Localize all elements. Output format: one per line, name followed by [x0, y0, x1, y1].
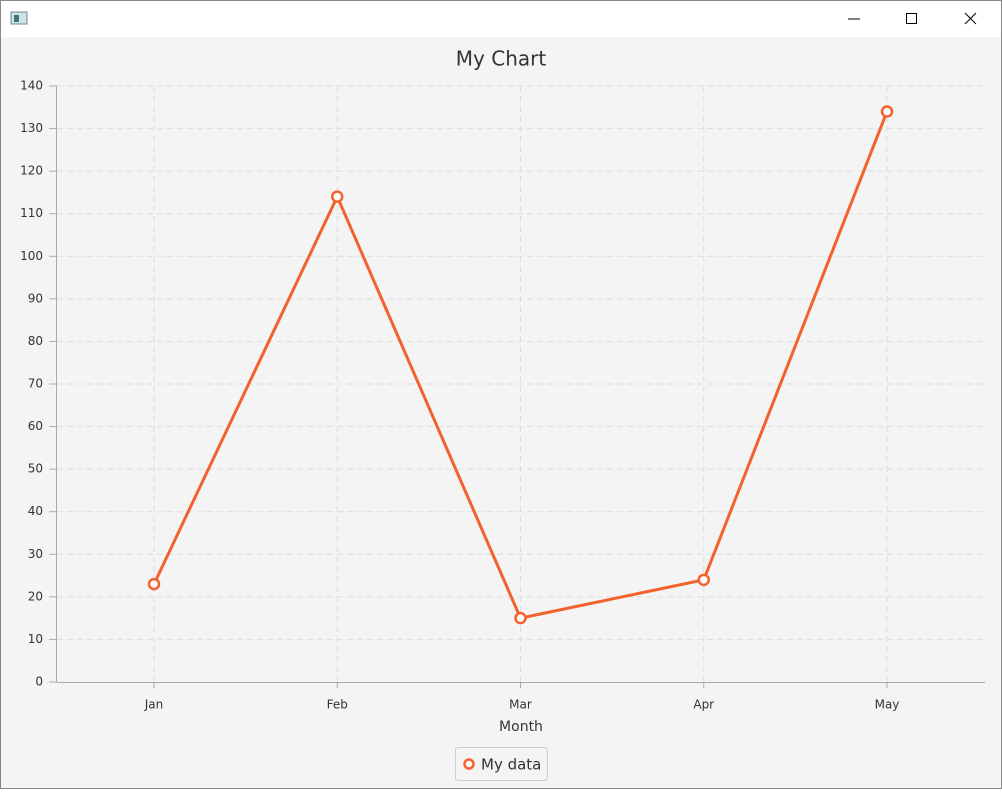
title-bar [1, 1, 1001, 37]
y-tick-label: 30 [28, 547, 43, 561]
x-tick-label: Feb [327, 698, 348, 712]
legend-box [455, 747, 548, 781]
x-tick-label: Mar [509, 698, 532, 712]
app-icon [10, 11, 28, 25]
data-point [880, 105, 894, 118]
x-tick-label: Apr [693, 698, 714, 712]
y-tick-label: 110 [20, 206, 43, 220]
legend-symbol [463, 758, 475, 770]
data-point [697, 573, 710, 587]
y-tick-label: 130 [20, 121, 43, 135]
y-tick-label: 20 [28, 589, 43, 603]
maximize-button[interactable] [906, 13, 917, 24]
y-tick-label: 100 [20, 249, 43, 263]
y-tick-label: 40 [28, 504, 43, 518]
x-tick-label: Jan [144, 698, 164, 712]
y-tick-label: 0 [35, 675, 43, 689]
y-tick-label: 90 [28, 291, 43, 305]
y-tick-label: 120 [20, 164, 43, 178]
x-axis-label: Month [499, 719, 543, 735]
y-tick-label: 50 [28, 462, 43, 476]
data-point [514, 611, 527, 625]
y-tick-label: 60 [28, 419, 43, 433]
x-tick-label: May [875, 698, 900, 712]
data-point [331, 190, 344, 203]
close-button[interactable] [964, 12, 977, 25]
y-tick-label: 70 [28, 377, 43, 391]
data-point [147, 577, 161, 591]
legend-label: My data [481, 756, 541, 774]
y-tick-label: 140 [20, 79, 43, 93]
y-tick-label: 10 [28, 632, 43, 646]
chart-title: My Chart [456, 47, 547, 71]
y-tick-label: 80 [28, 334, 43, 348]
